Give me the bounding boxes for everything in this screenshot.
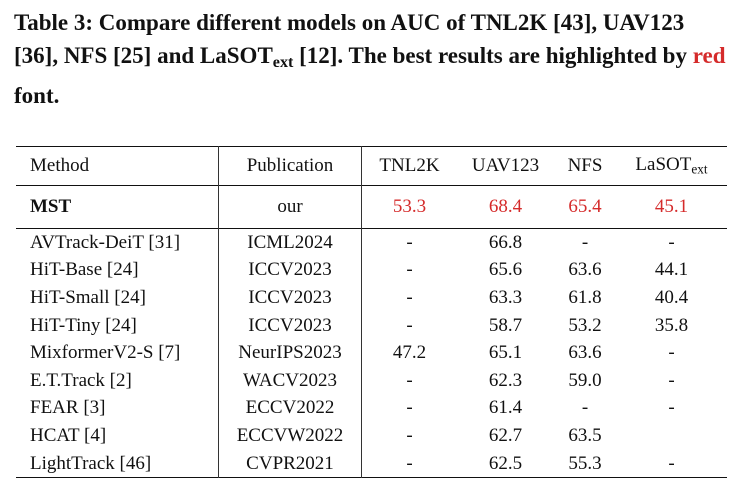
table-row: HiT-Base [24] ICCV2023 - 65.6 63.6 44.1	[16, 256, 727, 285]
table-cell: our	[218, 185, 362, 229]
table-cell: 62.3	[488, 369, 523, 391]
table-row: FEAR [3] ECCV2022 - 61.4 - -	[16, 394, 727, 423]
results-table: Method Publication TNL2K UAV123 NFS LaSOText …	[16, 146, 727, 479]
table-cell: 61.8	[568, 286, 602, 308]
column-header: Publication	[218, 146, 362, 186]
table-cell: -	[406, 231, 413, 253]
table-cell: ICML2024	[218, 228, 362, 257]
table-body: AVTrack-DeiT [31] ICML2024-66.8- - HiT-Base…	[16, 228, 727, 478]
column-header: Method	[16, 146, 219, 186]
table-cell: 62.5	[488, 452, 523, 474]
table-cell: -	[406, 259, 413, 281]
table-cell: HCAT [4]	[16, 422, 219, 450]
table-cell: 58.7	[488, 314, 523, 336]
caption-text: [12]. The best results are highlighted b…	[299, 43, 687, 68]
column-header-text: Method	[30, 155, 90, 176]
table-row: LightTrack [46] CVPR2021 - 62.5 55.3 -	[16, 449, 727, 478]
table-row: MixformerV2-S [7] NeurIPS2023 47.2 65.1 63.6…	[16, 339, 727, 367]
table-cell: MixformerV2-S [7]	[16, 339, 219, 367]
table-cell: 65.4	[568, 196, 602, 217]
table-cell: MST	[16, 185, 219, 229]
table-cell: 45.1	[654, 196, 689, 217]
column-header-text: LaSOT	[635, 154, 692, 176]
table-cell: -	[668, 397, 675, 419]
column-header: NFS	[554, 147, 616, 186]
table-cell: CVPR2021	[218, 449, 362, 478]
table-cell: -	[668, 369, 675, 391]
table-row: E.T.Track [2] WACV2023 - 62.3 59.0 -	[16, 366, 727, 395]
table-cell: 62.7	[488, 424, 523, 446]
table-cell: 63.6	[568, 342, 602, 364]
table-cell: 47.2	[392, 342, 427, 364]
table-cell: -	[406, 369, 413, 391]
table-cell: ECCV2022	[218, 394, 362, 423]
column-header-text: UAV123	[471, 155, 540, 176]
table-cell: 61.4	[488, 397, 523, 419]
table-cell: -	[406, 286, 413, 308]
table-cell: HiT-Tiny [24]	[16, 311, 219, 340]
best-rows: MST our 53.3 68.4 65.4 45.1	[16, 185, 727, 229]
table-cell: 59.0	[568, 369, 602, 391]
table-cell	[616, 422, 727, 450]
table-cell: 44.1	[654, 259, 689, 281]
caption-text: Compare different models on AUC of TNL2K…	[14, 10, 685, 68]
column-header-text: TNL2K	[379, 155, 440, 176]
column-header: UAV123	[457, 147, 554, 186]
table-cell: 65.1	[488, 342, 523, 364]
caption-red-word: red	[692, 43, 726, 68]
column-header-subscript: ext	[691, 161, 708, 177]
table-cell: 40.4	[654, 286, 689, 308]
table-cell: -	[581, 231, 589, 253]
table-cell: -	[668, 452, 675, 474]
best-row: MST our 53.3 68.4 65.4 45.1	[16, 185, 727, 229]
table-cell: E.T.Track [2]	[16, 366, 219, 395]
table-cell: ICCV2023	[218, 311, 362, 340]
table-row: HiT-Tiny [24] ICCV2023 - 58.7 53.2 35.8	[16, 311, 727, 340]
table-cell: 63.6	[568, 259, 602, 281]
column-header: LaSOText	[616, 147, 727, 186]
table-cell: NeurIPS2023	[218, 339, 362, 367]
column-header: TNL2K	[362, 147, 458, 186]
table-cell: -	[668, 231, 675, 253]
table-cell: 55.3	[568, 452, 602, 474]
table-cell: 53.2	[568, 314, 602, 336]
header-row: Method Publication TNL2K UAV123 NFS LaSOText	[16, 146, 727, 186]
table-cell: 63.5	[568, 424, 602, 446]
table-cell: HiT-Base [24]	[16, 256, 219, 285]
column-header-text: Publication	[246, 155, 334, 176]
table-cell: 65.6	[488, 259, 523, 281]
table-cell: ECCVW2022	[218, 422, 362, 450]
table-cell: ICCV2023	[218, 256, 362, 285]
table-cell: LightTrack [46]	[16, 449, 219, 478]
table-cell: -	[668, 342, 675, 364]
table-cell: 63.3	[488, 286, 523, 308]
table-cell: 53.3	[392, 196, 427, 217]
table-head: Method Publication TNL2K UAV123 NFS LaSOText	[16, 146, 727, 186]
table-row: HiT-Small [24] ICCV2023 - 63.3 61.8 40.4	[16, 284, 727, 312]
table-row: AVTrack-DeiT [31] ICML2024 - 66.8 - -	[16, 228, 727, 257]
table-caption: Table 3: Compare different models on AUC…	[14, 6, 734, 112]
table-cell: 66.8	[488, 231, 523, 253]
caption-label: Table 3:	[14, 10, 94, 35]
table-cell: -	[406, 452, 413, 474]
table-cell: -	[406, 424, 413, 446]
table-cell: -	[406, 397, 413, 419]
table-cell: FEAR [3]	[16, 394, 219, 423]
table-cell: 35.8	[654, 314, 689, 336]
table-cell: AVTrack-DeiT [31]	[16, 228, 219, 257]
table-cell: -	[406, 314, 413, 336]
column-header-text: NFS	[567, 155, 603, 176]
table-row: HCAT [4] ECCVW2022 - 62.7 63.5	[16, 422, 727, 450]
table-cell: 68.4	[488, 196, 523, 217]
table-cell: WACV2023	[218, 366, 362, 395]
caption-subscript: ext	[272, 54, 294, 72]
caption-text: font.	[14, 83, 60, 109]
table-cell: ICCV2023	[218, 284, 362, 312]
table-cell: HiT-Small [24]	[16, 284, 219, 312]
table-cell: -	[581, 397, 589, 419]
